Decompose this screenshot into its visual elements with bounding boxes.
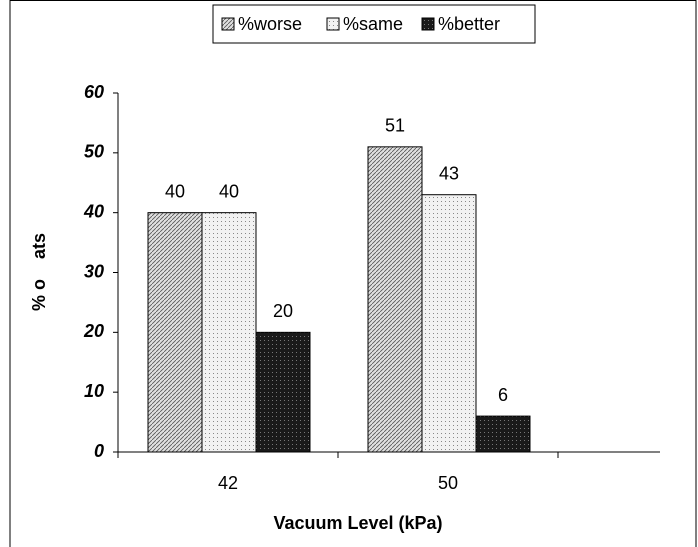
y-tick-label: 30: [84, 261, 104, 281]
x-tick-label: 42: [218, 473, 238, 493]
legend-swatch: [326, 17, 340, 31]
y-tick-label: 40: [83, 201, 104, 221]
y-tick-label: 20: [83, 321, 104, 341]
chart-frame: [9, 0, 697, 547]
y-tick-label: 0: [94, 441, 104, 461]
value-label: 51: [385, 116, 405, 136]
legend-swatch: [221, 17, 235, 31]
bar: [255, 331, 311, 453]
legend-label: %same: [343, 14, 403, 34]
legend-label: %worse: [238, 14, 302, 34]
value-label: 40: [165, 181, 185, 201]
bar: [475, 415, 531, 453]
legend-label: %better: [438, 14, 500, 34]
legend: [212, 4, 536, 44]
value-label: 6: [498, 385, 508, 405]
bar: [201, 212, 257, 453]
value-label: 40: [219, 181, 239, 201]
y-tick-label: 10: [84, 381, 104, 401]
y-axis-title: % o ats: [29, 233, 49, 311]
x-axis-title: Vacuum Level (kPa): [273, 513, 442, 533]
bar: [367, 146, 423, 453]
legend-swatch: [421, 17, 435, 31]
bar: [147, 212, 203, 453]
value-label: 43: [439, 163, 459, 183]
y-tick-label: 50: [84, 142, 104, 162]
value-label: 20: [273, 301, 293, 321]
bar: [421, 194, 477, 453]
x-tick-label: 50: [438, 473, 458, 493]
y-tick-label: 60: [84, 82, 104, 102]
